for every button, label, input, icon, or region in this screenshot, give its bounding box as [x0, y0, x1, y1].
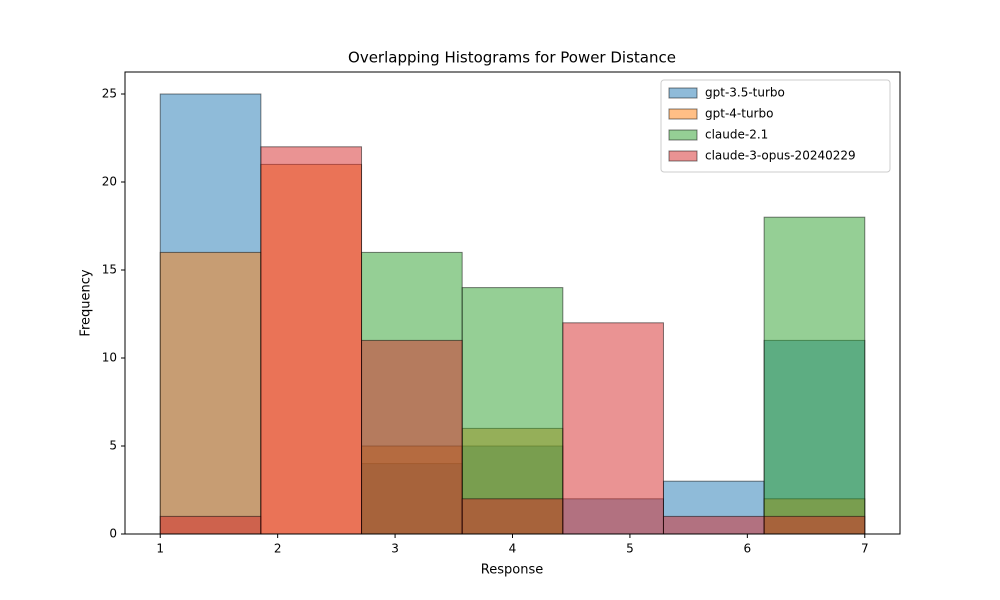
- y-tick-label: 0: [109, 527, 117, 541]
- x-tick-label: 4: [509, 542, 517, 556]
- x-axis-label: Response: [481, 563, 543, 578]
- histogram-bar: [260, 146, 363, 535]
- y-tick-label: 15: [102, 263, 117, 277]
- legend-swatch: [668, 129, 698, 141]
- histogram-bar: [662, 515, 765, 535]
- x-tick-label: 6: [744, 542, 752, 556]
- x-tick-label: 2: [274, 542, 282, 556]
- histogram-bar: [159, 251, 262, 535]
- legend-label: claude-3-opus-20240229: [705, 149, 856, 163]
- legend-swatch: [668, 87, 698, 99]
- x-tick-label: 7: [861, 542, 869, 556]
- y-tick-label: 20: [102, 175, 117, 189]
- histogram-bar: [461, 498, 564, 535]
- legend-label: claude-2.1: [705, 128, 768, 142]
- legend-swatch: [668, 108, 698, 120]
- legend-swatch: [668, 150, 698, 162]
- legend-box: [660, 79, 891, 173]
- legend-label: gpt-3.5-turbo: [705, 86, 785, 100]
- histogram-bar: [461, 287, 564, 535]
- legend-label: gpt-4-turbo: [705, 107, 773, 121]
- y-tick-label: 10: [102, 351, 117, 365]
- x-tick-label: 1: [156, 542, 164, 556]
- chart-title: Overlapping Histograms for Power Distanc…: [348, 49, 676, 67]
- histogram-bar: [361, 339, 463, 535]
- histogram-bar: [763, 216, 866, 535]
- x-tick-label: 3: [391, 542, 399, 556]
- y-axis-label: Frequency: [79, 269, 94, 336]
- y-tick-label: 5: [109, 439, 117, 453]
- x-tick-label: 5: [626, 542, 634, 556]
- histogram-bar: [763, 515, 866, 535]
- histogram-bar: [159, 515, 262, 535]
- histogram-bar: [562, 322, 664, 535]
- y-tick-label: 25: [102, 87, 117, 101]
